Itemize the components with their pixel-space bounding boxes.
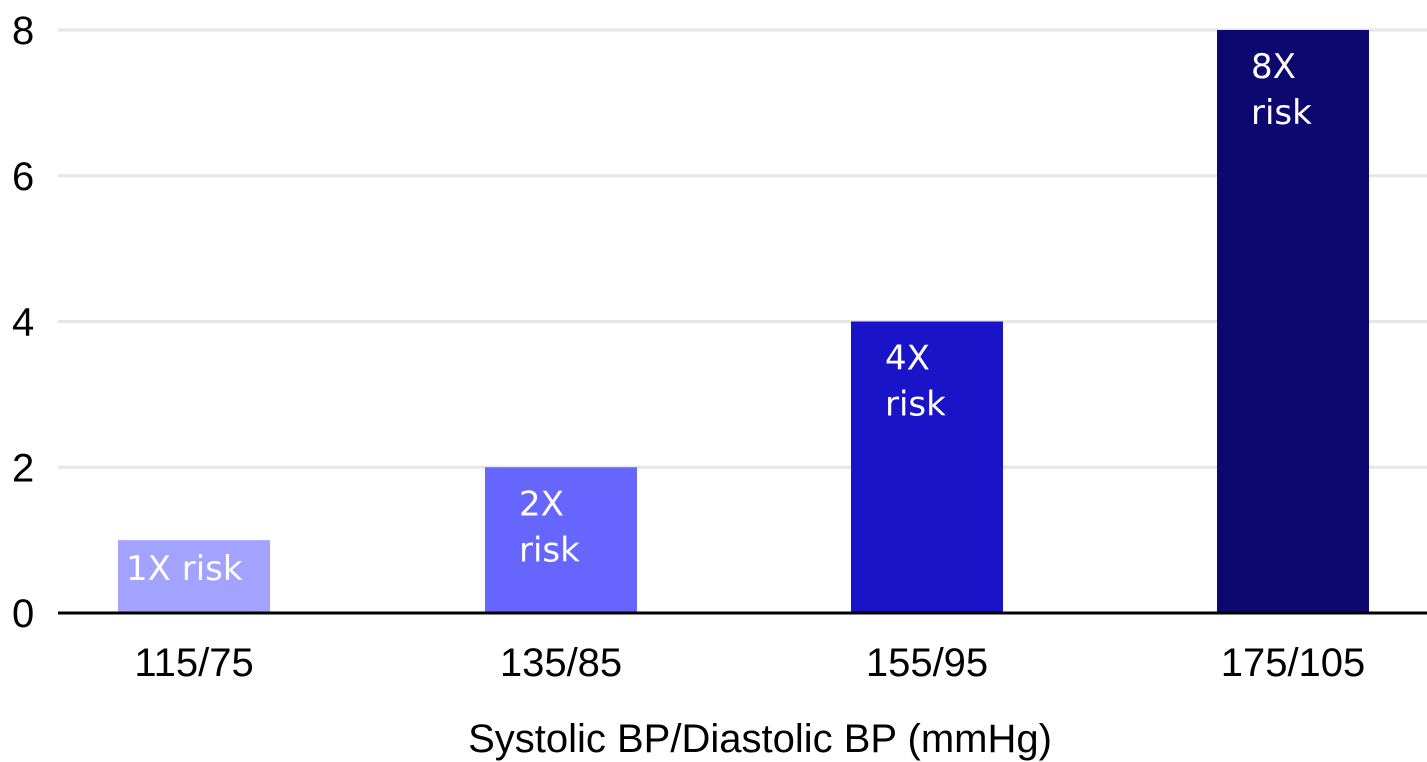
x-axis-title: Systolic BP/Diastolic BP (mmHg)	[468, 717, 1052, 761]
bar	[118, 540, 270, 613]
bar	[851, 321, 1003, 613]
gridlines	[58, 28, 1427, 469]
bars: 1X risk 2X risk 4X risk 8X risk	[118, 30, 1369, 613]
x-axis-categories: 115/75 135/85 155/95 175/105	[134, 641, 1365, 685]
y-tick-label: 8	[12, 9, 34, 53]
x-category-label: 135/85	[500, 641, 622, 685]
bar	[1217, 30, 1369, 613]
bar-data-label: 2X	[519, 484, 564, 524]
y-tick-label: 0	[12, 592, 34, 636]
x-category-label: 175/105	[1221, 641, 1366, 685]
y-tick-label: 6	[12, 155, 34, 199]
bar-data-label: 1X risk	[126, 549, 243, 589]
y-tick-label: 4	[12, 301, 34, 345]
y-tick-label: 2	[12, 446, 34, 490]
bar-data-label: 8X	[1251, 47, 1296, 87]
x-category-label: 115/75	[134, 641, 253, 685]
bar-data-label: risk	[519, 530, 580, 570]
bar	[485, 467, 637, 613]
x-category-label: 155/95	[866, 641, 988, 685]
bar-data-label: risk	[1251, 93, 1312, 133]
y-axis-ticks: 0 2 4 6 8	[12, 9, 34, 636]
bar-data-label: risk	[885, 385, 946, 425]
bar-data-label: 4X	[885, 339, 930, 379]
